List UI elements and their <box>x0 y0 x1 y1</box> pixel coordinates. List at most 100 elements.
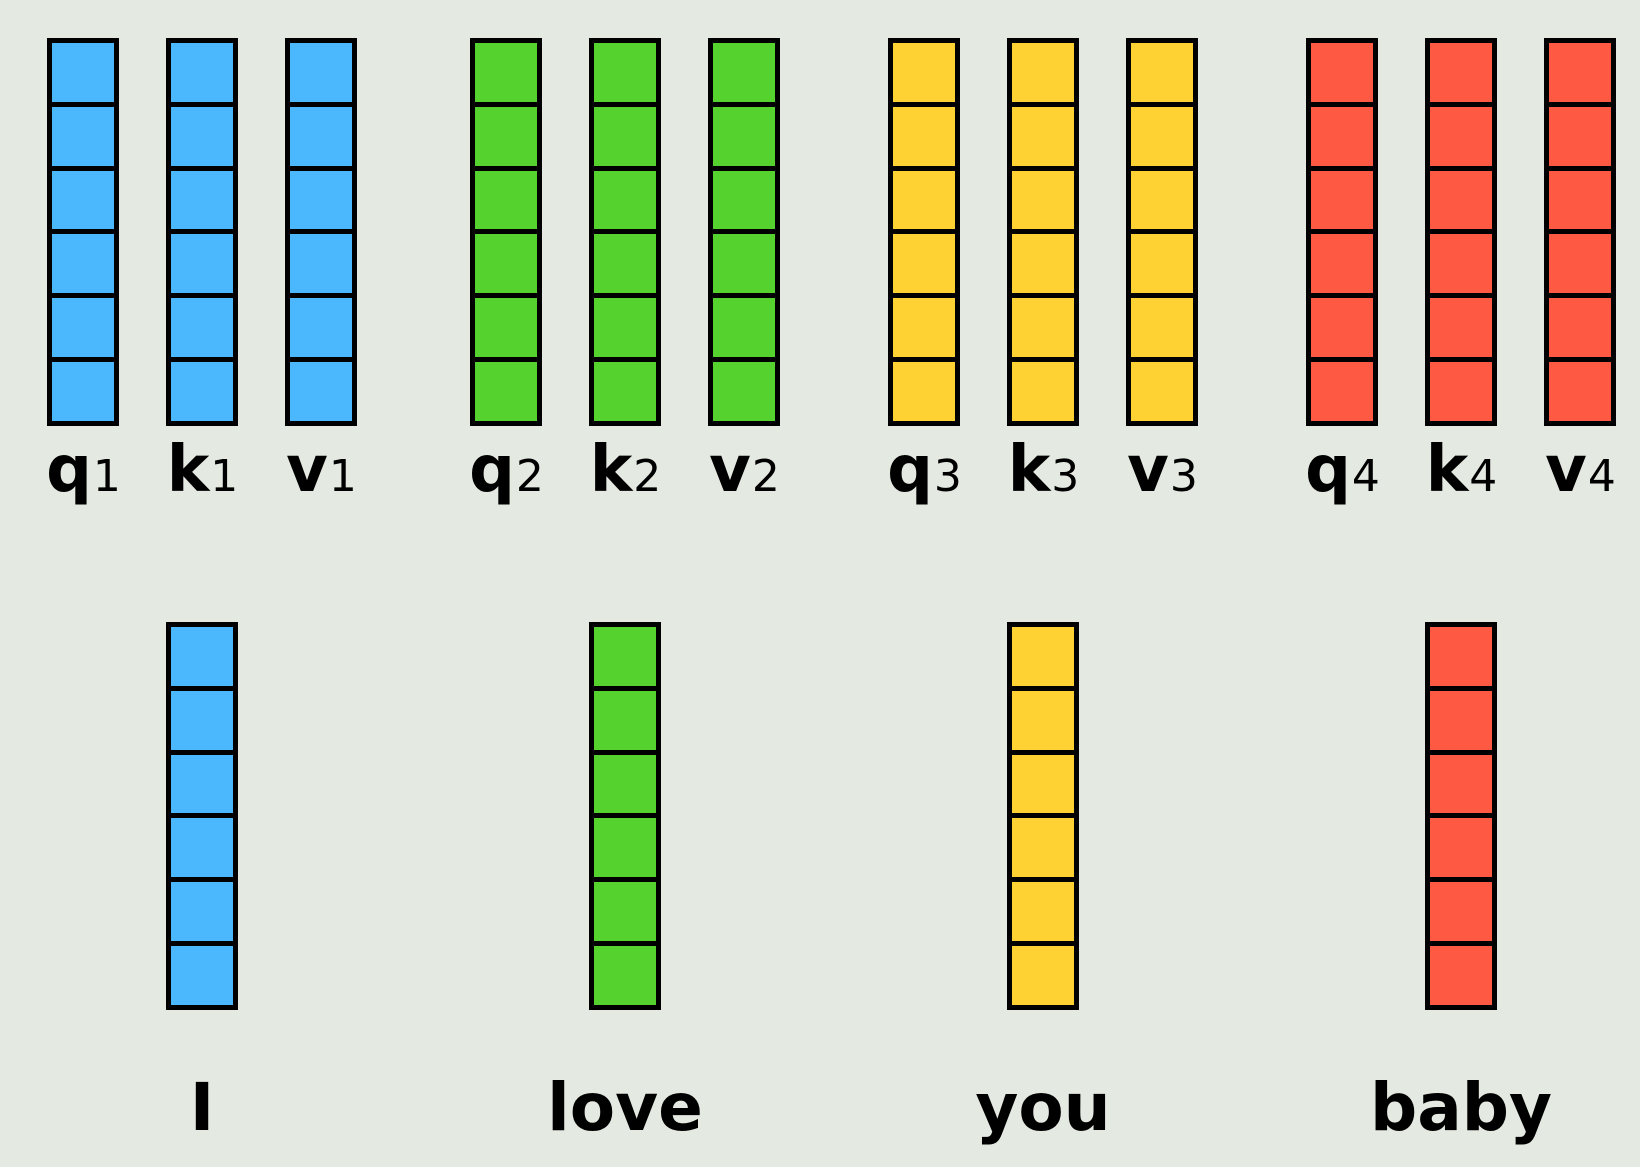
vector-cell <box>475 357 537 421</box>
k2-label: k2 <box>565 438 685 502</box>
vector-cell <box>1131 165 1193 230</box>
v3-label: v3 <box>1102 438 1222 502</box>
vector-cell <box>1549 357 1611 421</box>
vector-cell <box>1012 165 1074 230</box>
vector-cell <box>893 43 955 102</box>
vector-letter: v <box>1545 433 1587 507</box>
vector-cell <box>1430 685 1492 750</box>
vector-cell <box>52 229 114 294</box>
v4-label: v4 <box>1520 438 1640 502</box>
vector-cell <box>1430 229 1492 294</box>
k4-label: k4 <box>1401 438 1521 502</box>
vector-cell <box>594 685 656 750</box>
vector-cell <box>1430 813 1492 878</box>
vector-cell <box>1311 293 1373 358</box>
vector-cell <box>171 43 233 102</box>
vector-cell <box>1430 43 1492 102</box>
vector-cell <box>893 293 955 358</box>
vector-cell <box>1012 813 1074 878</box>
k1-vector <box>166 38 238 426</box>
vector-cell <box>1012 877 1074 942</box>
vector-cell <box>1012 627 1074 686</box>
vector-cell <box>1012 43 1074 102</box>
vector-letter: v <box>286 433 328 507</box>
vector-letter: q <box>1305 433 1351 507</box>
vector-cell <box>594 877 656 942</box>
vector-subscript: 4 <box>1587 451 1616 502</box>
vector-letter: q <box>887 433 933 507</box>
vector-cell <box>713 101 775 166</box>
word-embedding-I <box>166 622 238 1010</box>
vector-cell <box>893 165 955 230</box>
vector-cell <box>52 101 114 166</box>
k3-vector <box>1007 38 1079 426</box>
vector-cell <box>290 43 352 102</box>
q4-label: q4 <box>1282 438 1402 502</box>
vector-cell <box>1430 357 1492 421</box>
vector-letter: k <box>1007 433 1051 507</box>
vector-letter: k <box>1425 433 1469 507</box>
vector-cell <box>594 941 656 1005</box>
vector-cell <box>1549 165 1611 230</box>
vector-cell <box>52 43 114 102</box>
v3-vector <box>1126 38 1198 426</box>
vector-cell <box>1311 229 1373 294</box>
vector-cell <box>171 293 233 358</box>
vector-cell <box>594 101 656 166</box>
vector-cell <box>1311 357 1373 421</box>
vector-cell <box>1311 101 1373 166</box>
vector-cell <box>171 357 233 421</box>
vector-cell <box>594 165 656 230</box>
vector-cell <box>594 43 656 102</box>
vector-cell <box>1131 43 1193 102</box>
vector-cell <box>171 165 233 230</box>
vector-cell <box>1012 357 1074 421</box>
vector-cell <box>171 877 233 942</box>
vector-subscript: 1 <box>92 451 121 502</box>
v2-vector <box>708 38 780 426</box>
vector-subscript: 2 <box>633 451 661 502</box>
vector-cell <box>52 293 114 358</box>
vector-cell <box>1549 229 1611 294</box>
word-embedding-you <box>1007 622 1079 1010</box>
vector-cell <box>594 229 656 294</box>
k2-vector <box>589 38 661 426</box>
vector-subscript: 3 <box>1169 451 1198 502</box>
vector-cell <box>171 685 233 750</box>
q3-label: q3 <box>864 438 984 502</box>
vector-cell <box>594 627 656 686</box>
vector-cell <box>290 293 352 358</box>
word-label-baby: baby <box>1369 1069 1553 1146</box>
vector-subscript: 4 <box>1351 451 1380 502</box>
vector-cell <box>171 941 233 1005</box>
q2-vector <box>470 38 542 426</box>
vector-cell <box>713 229 775 294</box>
vector-cell <box>52 357 114 421</box>
vector-cell <box>1012 101 1074 166</box>
vector-cell <box>171 813 233 878</box>
vector-cell <box>475 293 537 358</box>
k1-label: k1 <box>142 438 262 502</box>
word-label-I: I <box>189 1069 215 1146</box>
v1-vector <box>285 38 357 426</box>
vector-cell <box>1311 43 1373 102</box>
vector-cell <box>1131 101 1193 166</box>
vector-cell <box>1131 293 1193 358</box>
vector-cell <box>52 165 114 230</box>
vector-letter: v <box>709 433 751 507</box>
vector-subscript: 3 <box>1051 451 1079 502</box>
vector-cell <box>171 749 233 814</box>
vector-cell <box>475 165 537 230</box>
word-label-you: you <box>975 1069 1111 1146</box>
vector-cell <box>1549 293 1611 358</box>
vector-cell <box>475 101 537 166</box>
vector-cell <box>893 101 955 166</box>
vector-cell <box>713 293 775 358</box>
vector-subscript: 2 <box>515 451 544 502</box>
vector-cell <box>1430 877 1492 942</box>
vector-cell <box>1430 101 1492 166</box>
vector-cell <box>1430 749 1492 814</box>
vector-cell <box>893 357 955 421</box>
word-embedding-love <box>589 622 661 1010</box>
